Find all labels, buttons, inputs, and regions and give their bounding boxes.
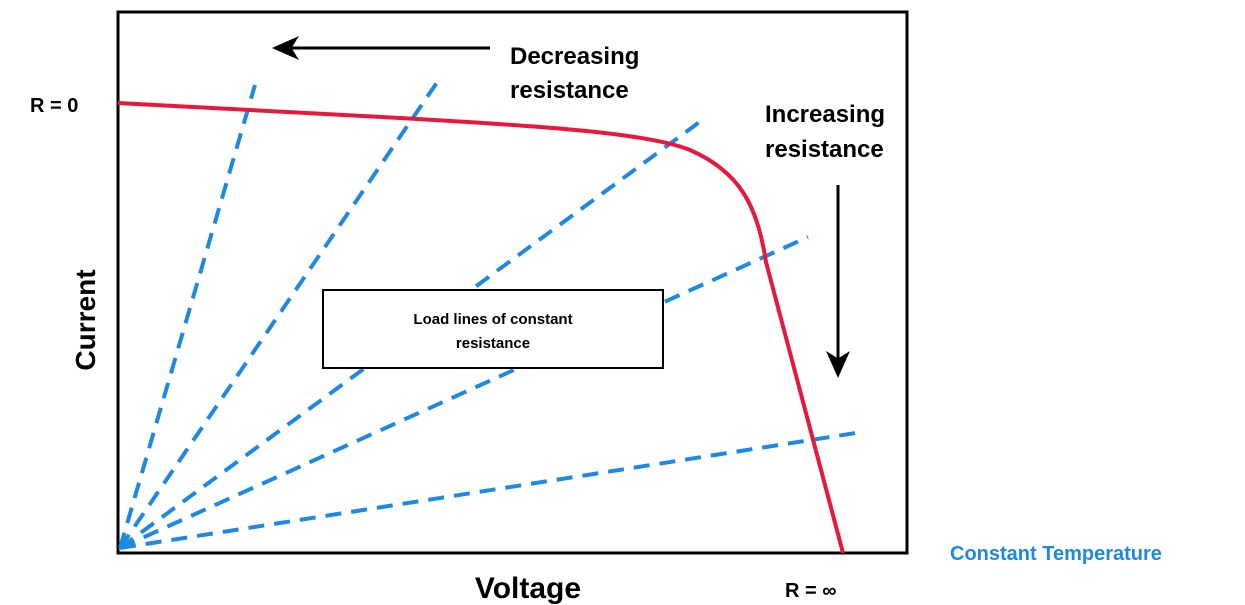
load-lines	[118, 76, 863, 550]
load-line	[119, 430, 863, 550]
load-line	[118, 84, 257, 549]
increasing-label: Increasing	[765, 101, 885, 128]
iv-curve	[117, 101, 845, 554]
decreasing-label: resistance	[510, 77, 629, 104]
box-text: Load lines of constant	[413, 311, 572, 328]
load-line	[118, 116, 707, 550]
box-text: resistance	[456, 335, 530, 352]
r-infinity: R = ∞	[785, 580, 837, 602]
condition-label: Constant Temperature	[950, 543, 1162, 565]
r-zero: R = 0	[30, 95, 78, 117]
x-axis-label: Voltage	[475, 572, 581, 605]
load-line	[118, 76, 442, 550]
y-axis-label: Current	[70, 269, 101, 370]
decreasing-label: Decreasing	[510, 43, 639, 70]
load-lines-box	[322, 289, 664, 369]
increasing-label: resistance	[765, 136, 884, 163]
load-line	[119, 235, 809, 550]
plot-frame	[116, 10, 909, 555]
